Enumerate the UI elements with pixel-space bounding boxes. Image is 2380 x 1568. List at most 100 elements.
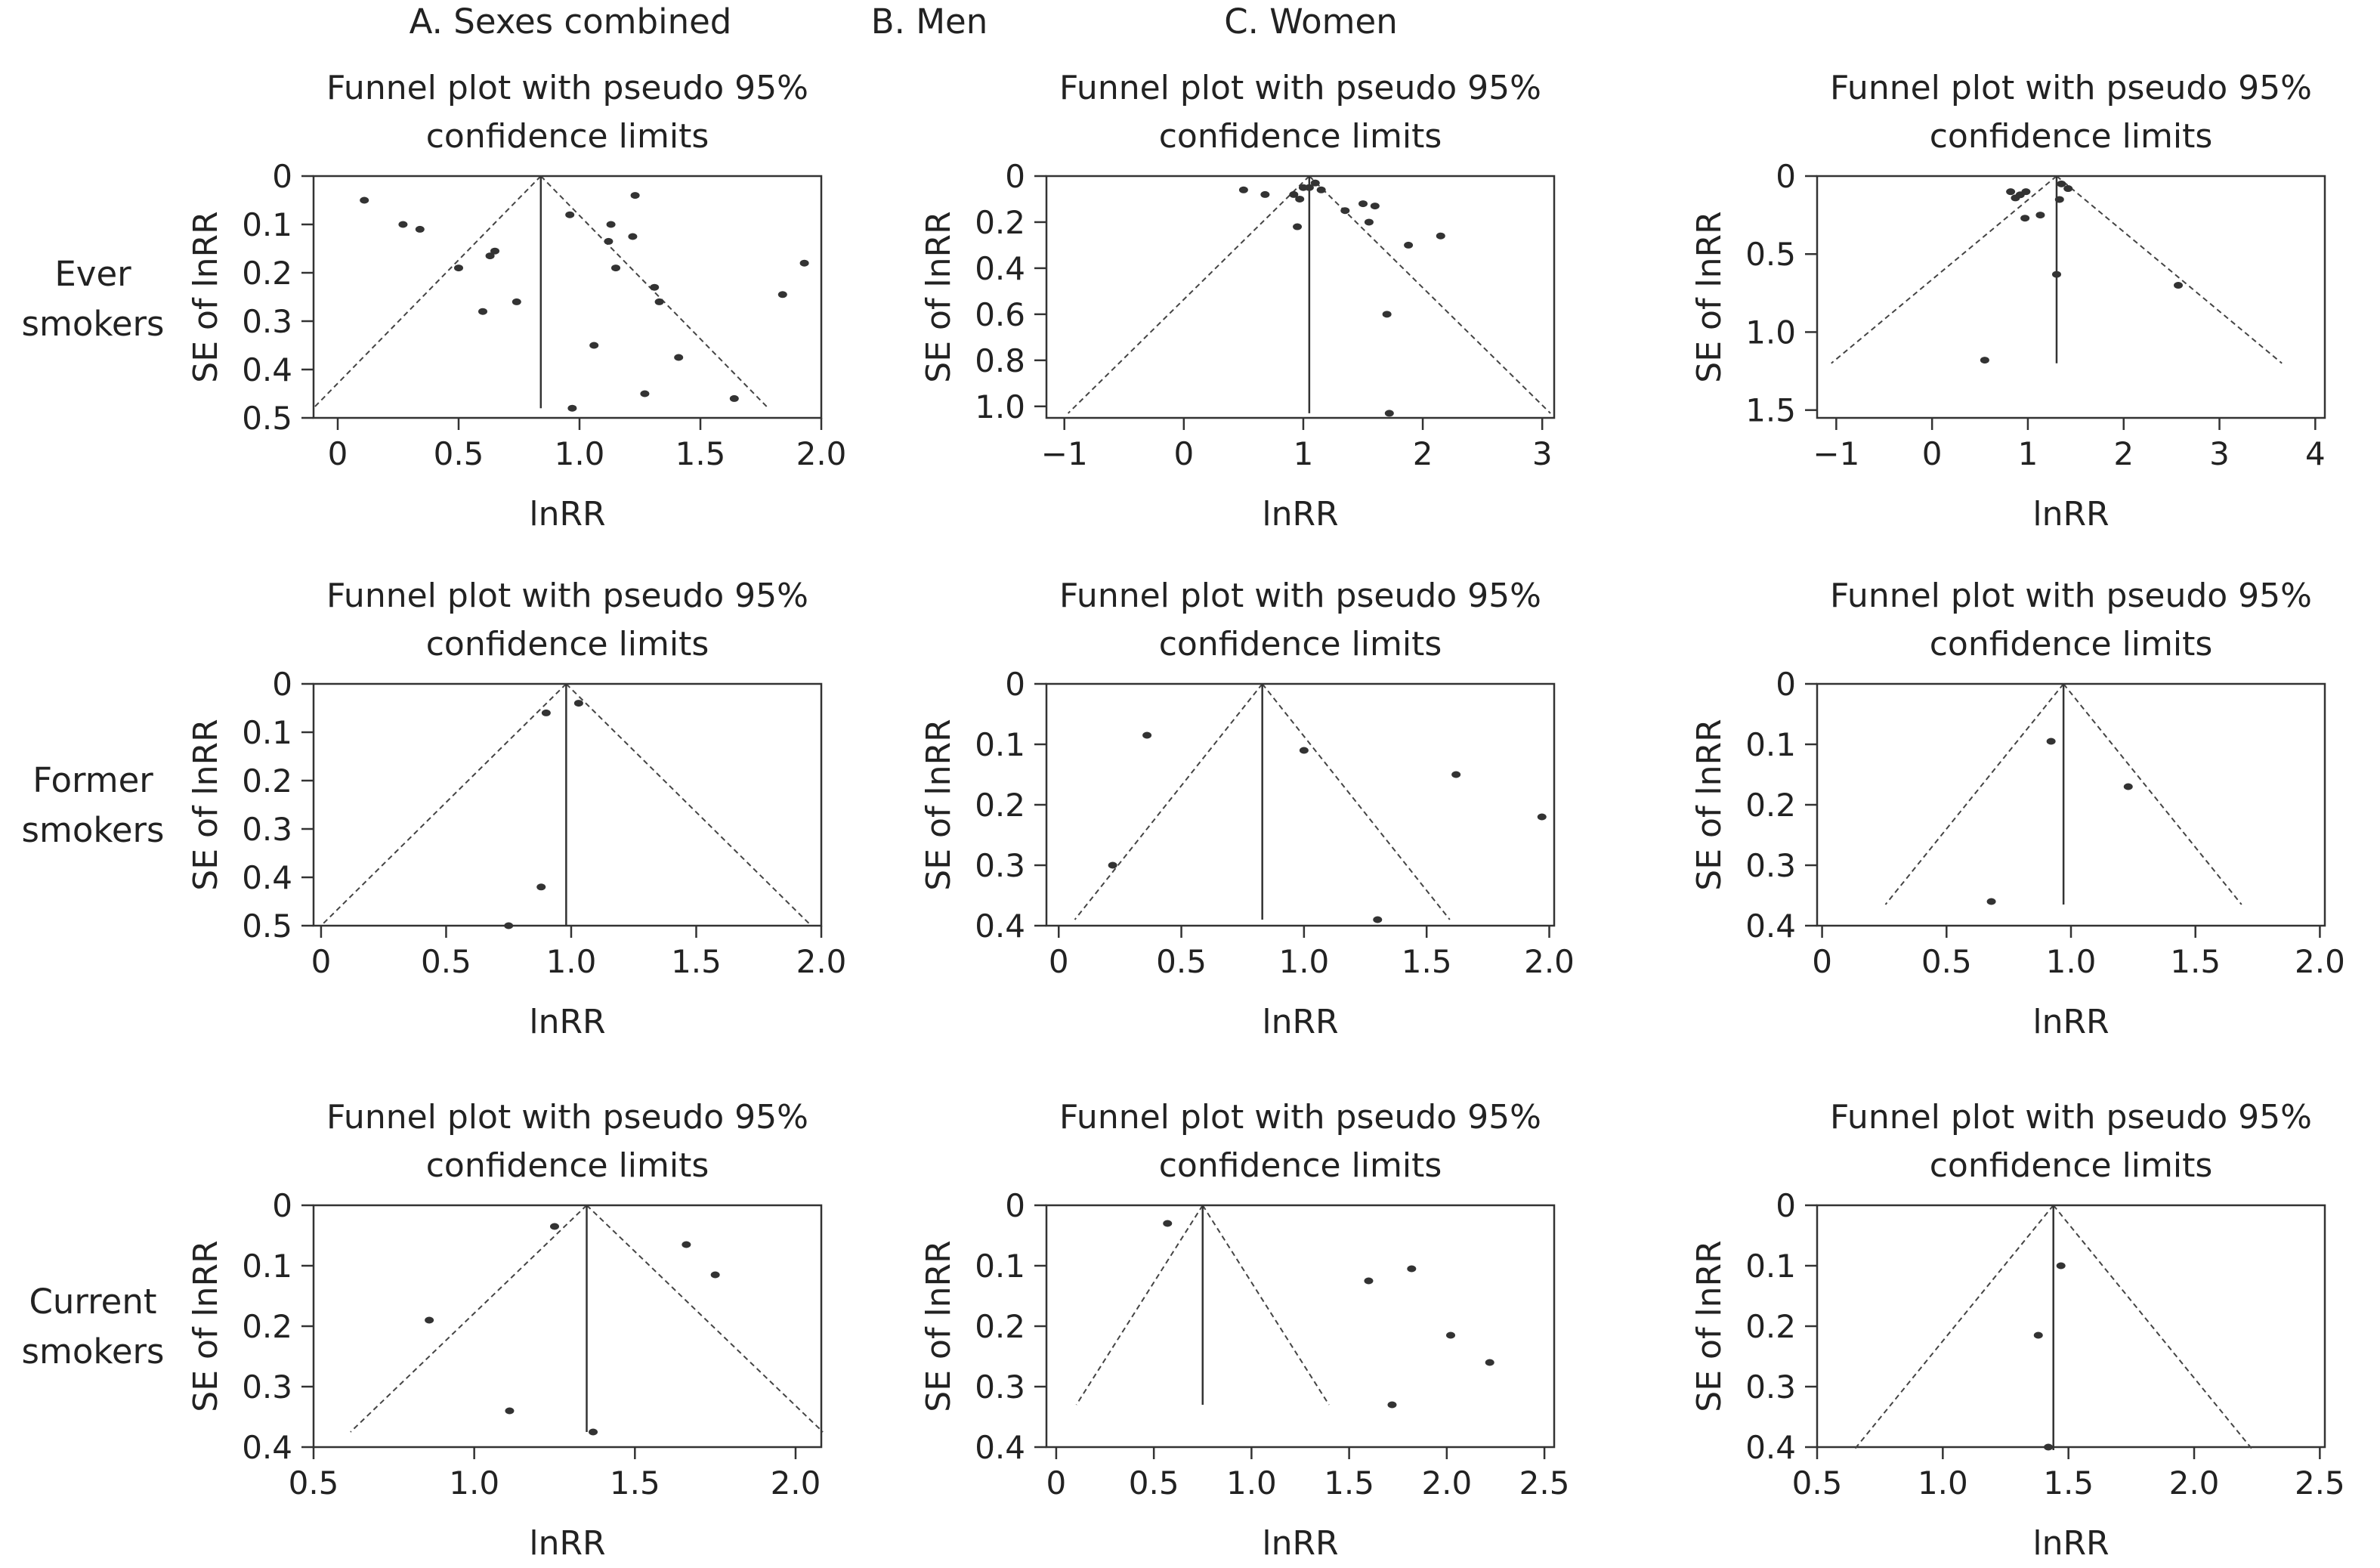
row-title-former-line1: Former <box>32 760 153 800</box>
plot-title-line2: confidence limits <box>1159 625 1442 663</box>
panel-C-former: Funnel plot with pseudo 95% confidence li… <box>1690 577 2345 1041</box>
x-tick-label: 2 <box>2113 435 2134 472</box>
data-point <box>425 1316 434 1324</box>
funnel-limit-right <box>586 1205 824 1433</box>
x-axis-label: lnRR <box>2032 1003 2109 1041</box>
x-tick-label: −1 <box>1041 435 1088 472</box>
data-point <box>1142 731 1152 739</box>
data-point <box>1446 1331 1456 1339</box>
y-tick-label: 0 <box>272 158 292 195</box>
x-axis-label: lnRR <box>1262 1003 1338 1041</box>
funnel-limit-right <box>540 175 769 409</box>
data-point <box>589 1428 598 1436</box>
data-point <box>589 342 599 349</box>
x-tick-label: 0.5 <box>434 435 484 472</box>
y-tick-label: 0.1 <box>242 206 292 243</box>
y-tick-label: 0.2 <box>242 1308 292 1345</box>
row-title-current: Current smokers <box>14 1277 172 1377</box>
y-tick-label: 0 <box>1776 1187 1796 1224</box>
plot-frame <box>312 682 823 927</box>
x-tick-label: 0.5 <box>421 943 471 980</box>
data-point <box>1289 190 1299 198</box>
data-point <box>1299 747 1309 754</box>
plot-title-line1: Funnel plot with pseudo 95% <box>1830 69 2312 107</box>
data-point <box>1358 200 1368 208</box>
plot-title-line2: confidence limits <box>1159 1146 1442 1185</box>
plot-title-line1: Funnel plot with pseudo 95% <box>1059 577 1541 615</box>
x-tick-label: 0.5 <box>1921 943 1972 980</box>
x-tick-label: 1 <box>1294 435 1314 472</box>
x-tick-label: 1.0 <box>1278 943 1329 980</box>
data-point <box>628 233 638 240</box>
plot-title-line2: confidence limits <box>1930 1146 2213 1185</box>
data-point <box>650 283 660 291</box>
y-tick-label: 0.4 <box>975 1429 1025 1466</box>
y-tick-label: 0.1 <box>1745 1248 1796 1285</box>
plot-frame <box>1816 682 2326 927</box>
data-point <box>504 922 514 929</box>
y-tick-label: 0.4 <box>1745 1429 1796 1466</box>
x-tick-label: 2.0 <box>796 943 847 980</box>
plot-title-line1: Funnel plot with pseudo 95% <box>326 69 808 107</box>
x-tick-label: 3 <box>2209 435 2230 472</box>
plot-title-line1: Funnel plot with pseudo 95% <box>1059 1098 1541 1137</box>
data-point <box>454 264 463 272</box>
data-point <box>565 211 575 218</box>
data-point <box>2056 1262 2066 1270</box>
data-point <box>1295 195 1305 203</box>
data-point <box>541 709 551 716</box>
row-title-ever-line1: Ever <box>54 254 131 294</box>
data-point <box>536 883 546 891</box>
x-tick-label: 1.5 <box>675 435 726 472</box>
plot-title-line1: Funnel plot with pseudo 95% <box>1830 1098 2312 1137</box>
data-point <box>567 404 577 412</box>
plot-frame <box>1816 175 2326 419</box>
data-point <box>1304 184 1314 191</box>
data-point <box>2174 282 2184 289</box>
x-axis-label: lnRR <box>2032 1524 2109 1563</box>
x-tick-label: 0 <box>311 943 332 980</box>
data-point <box>1485 1359 1494 1366</box>
x-axis-label: lnRR <box>2032 495 2109 533</box>
row-title-former-line2: smokers <box>21 810 165 850</box>
plot-title-line1: Funnel plot with pseudo 95% <box>326 577 808 615</box>
data-point <box>1986 898 1996 905</box>
data-point <box>1537 813 1547 821</box>
plot-title-line2: confidence limits <box>426 117 709 156</box>
data-point <box>604 237 614 245</box>
data-point <box>1407 1265 1417 1273</box>
panel-B-former: Funnel plot with pseudo 95% confidence li… <box>920 577 1575 1041</box>
plot-title-line1: Funnel plot with pseudo 95% <box>1059 69 1541 107</box>
y-tick-label: 0.3 <box>975 1369 1025 1406</box>
plot-title-line2: confidence limits <box>1930 117 2213 156</box>
y-tick-label: 0.3 <box>1745 847 1796 884</box>
panel-C-ever: Funnel plot with pseudo 95% confidence li… <box>1690 69 2326 533</box>
y-tick-label: 0 <box>272 1187 292 1224</box>
panel-A-ever: Funnel plot with pseudo 95% confidence li… <box>187 69 846 533</box>
x-tick-label: 1.5 <box>1324 1464 1374 1502</box>
data-point <box>1436 232 1445 240</box>
data-point <box>2021 188 2031 196</box>
x-tick-label: 1.5 <box>1402 943 1452 980</box>
y-tick-label: 0.5 <box>242 400 292 437</box>
plot-title-line1: Funnel plot with pseudo 95% <box>1830 577 2312 615</box>
x-axis-label: lnRR <box>1262 1524 1338 1563</box>
data-point <box>1238 186 1248 193</box>
data-point <box>2020 215 2030 222</box>
x-tick-label: 0 <box>1049 943 1069 980</box>
plot-title-line2: confidence limits <box>426 1146 709 1185</box>
data-point <box>398 221 408 228</box>
x-tick-label: 2.0 <box>771 1464 821 1502</box>
row-title-former: Former smokers <box>14 756 172 855</box>
data-point <box>512 298 521 305</box>
y-tick-label: 0.6 <box>975 296 1025 333</box>
panel-C-current: Funnel plot with pseudo 95% confidence li… <box>1690 1098 2345 1563</box>
data-point <box>2054 196 2064 203</box>
y-axis-label: SE of lnRR <box>187 1240 225 1412</box>
data-point <box>1451 771 1461 778</box>
y-tick-label: 0.4 <box>242 859 292 896</box>
panel-B-ever: Funnel plot with pseudo 95% confidence li… <box>920 69 1556 533</box>
y-tick-label: 0.4 <box>975 250 1025 287</box>
y-tick-label: 0 <box>1005 1187 1025 1224</box>
y-tick-label: 0.2 <box>242 762 292 799</box>
